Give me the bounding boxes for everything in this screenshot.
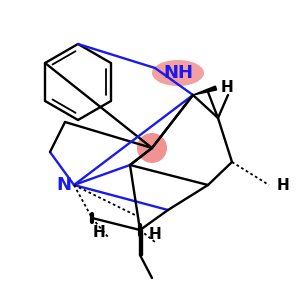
Text: N: N: [56, 176, 71, 194]
Text: H: H: [277, 178, 290, 193]
Text: H: H: [221, 80, 234, 95]
Polygon shape: [193, 86, 217, 95]
Ellipse shape: [152, 60, 204, 86]
Circle shape: [137, 133, 167, 163]
Text: H: H: [92, 225, 105, 240]
Text: NH: NH: [163, 64, 193, 82]
Text: H: H: [148, 227, 161, 242]
